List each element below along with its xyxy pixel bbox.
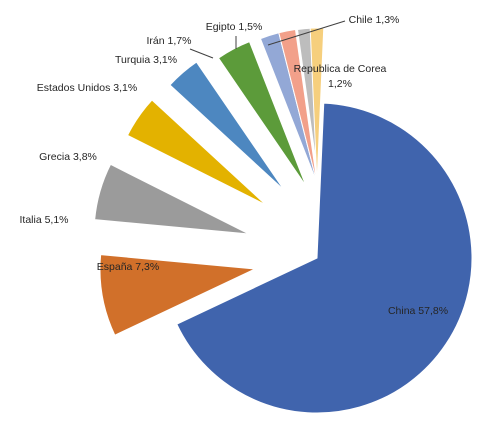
pie-slice-china: [176, 102, 473, 414]
data-label-china: China 57,8%: [388, 305, 448, 317]
pie-slice-españa: [99, 254, 257, 336]
data-label-republica-de-corea: Republica de Corea 1,2%: [294, 63, 387, 90]
data-label-irán: Irán 1,7%: [147, 35, 192, 47]
leader-line-irán: [189, 48, 214, 59]
data-label-estados-unidos: Estados Unidos 3,1%: [37, 82, 137, 94]
data-label-egipto: Egipto 1,5%: [206, 21, 263, 33]
pie-slice-republica-de-corea: [309, 27, 325, 184]
pie-slice-turquia: [217, 41, 307, 187]
pie-slice-grecia: [126, 99, 267, 206]
pie-slice-egipto: [278, 28, 318, 184]
data-label-españa: España 7,3%: [97, 261, 159, 273]
data-label-grecia: Grecia 3,8%: [39, 151, 97, 163]
pie-slice-italia: [94, 163, 250, 235]
leader-line-chile: [267, 20, 346, 46]
data-label-turquia: Turquia 3,1%: [115, 54, 177, 66]
data-label-italia: Italia 5,1%: [19, 214, 68, 226]
data-label-chile: Chile 1,3%: [349, 14, 400, 26]
pie-slice-estados-unidos: [169, 61, 285, 191]
